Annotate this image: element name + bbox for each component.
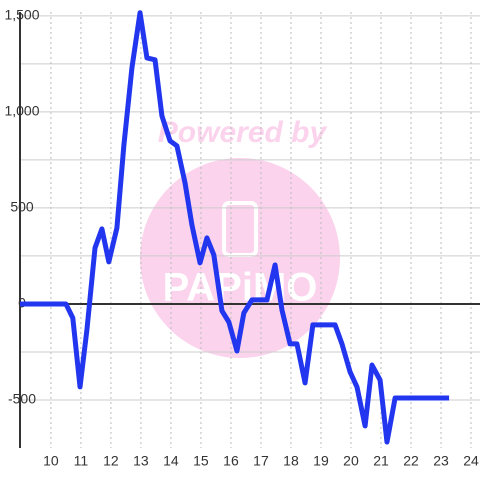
x-tick-label: 22 xyxy=(403,453,419,469)
watermark-logo: PAPiMO xyxy=(163,266,318,310)
watermark-text: Powered by xyxy=(158,116,328,149)
y-tick-label: 500 xyxy=(10,199,34,215)
x-tick-label: 21 xyxy=(373,453,389,469)
x-tick-label: 18 xyxy=(283,453,299,469)
watermark-phone xyxy=(222,201,258,257)
x-tick-label: 24 xyxy=(463,453,479,469)
y-tick-label: 1,500 xyxy=(4,7,39,23)
x-tick-label: 11 xyxy=(74,453,89,469)
x-tick-label: 14 xyxy=(163,453,179,469)
x-tick-label: 10 xyxy=(43,453,59,469)
y-tick-label: 1,000 xyxy=(4,103,39,119)
x-tick-label: 23 xyxy=(433,453,449,469)
x-tick-label: 19 xyxy=(313,453,329,469)
x-tick-label: 13 xyxy=(133,453,149,469)
x-tick-label: 20 xyxy=(343,453,359,469)
x-tick-label: 16 xyxy=(223,453,239,469)
x-tick-label: 15 xyxy=(193,453,209,469)
y-tick-label: -500 xyxy=(8,391,36,407)
x-tick-label: 12 xyxy=(103,453,119,469)
x-tick-label: 17 xyxy=(253,453,269,469)
data-line xyxy=(20,10,450,445)
